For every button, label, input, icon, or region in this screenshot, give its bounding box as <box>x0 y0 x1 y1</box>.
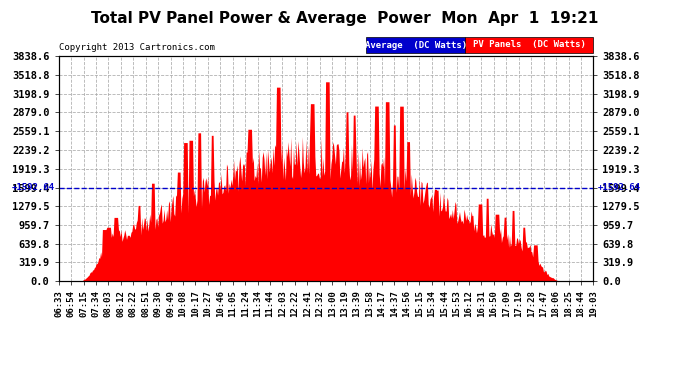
Text: Total PV Panel Power & Average  Power  Mon  Apr  1  19:21: Total PV Panel Power & Average Power Mon… <box>91 11 599 26</box>
Text: PV Panels  (DC Watts): PV Panels (DC Watts) <box>473 40 586 50</box>
Text: Copyright 2013 Cartronics.com: Copyright 2013 Cartronics.com <box>59 43 215 52</box>
Text: +1592.64: +1592.64 <box>12 183 55 192</box>
Text: Average  (DC Watts): Average (DC Watts) <box>365 40 467 50</box>
FancyBboxPatch shape <box>465 37 593 53</box>
Text: +1592.64: +1592.64 <box>598 183 640 192</box>
FancyBboxPatch shape <box>366 37 465 53</box>
